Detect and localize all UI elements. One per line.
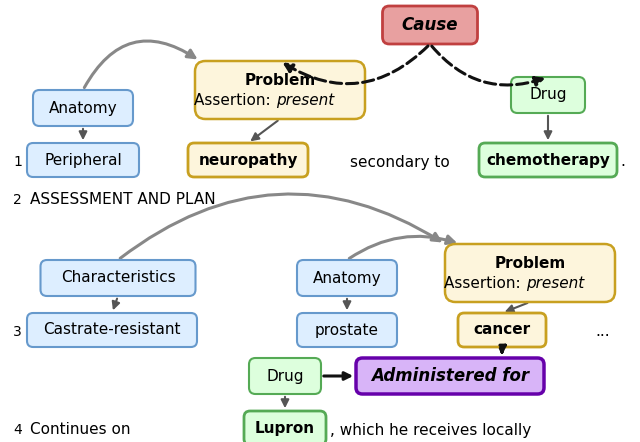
Text: Administered for: Administered for — [371, 367, 529, 385]
Text: Assertion:: Assertion: — [195, 93, 276, 108]
FancyBboxPatch shape — [383, 6, 477, 44]
FancyBboxPatch shape — [27, 313, 197, 347]
FancyBboxPatch shape — [40, 260, 195, 296]
FancyBboxPatch shape — [479, 143, 617, 177]
FancyBboxPatch shape — [27, 143, 139, 177]
Text: .: . — [620, 155, 625, 169]
FancyBboxPatch shape — [195, 61, 365, 119]
Text: Anatomy: Anatomy — [313, 271, 381, 286]
Text: Problem: Problem — [244, 73, 316, 88]
Text: Assertion:: Assertion: — [445, 276, 526, 291]
Text: neuropathy: neuropathy — [198, 152, 298, 168]
Text: Cause: Cause — [402, 16, 458, 34]
Text: Peripheral: Peripheral — [44, 152, 122, 168]
FancyBboxPatch shape — [445, 244, 615, 302]
Text: ...: ... — [595, 324, 610, 339]
FancyBboxPatch shape — [458, 313, 546, 347]
FancyBboxPatch shape — [188, 143, 308, 177]
FancyBboxPatch shape — [244, 411, 326, 442]
Text: Characteristics: Characteristics — [61, 271, 175, 286]
Text: Continues on: Continues on — [30, 423, 131, 438]
Text: Lupron: Lupron — [255, 420, 315, 435]
Text: 4: 4 — [13, 423, 22, 437]
FancyBboxPatch shape — [33, 90, 133, 126]
Text: , which he receives locally: , which he receives locally — [330, 423, 531, 438]
FancyBboxPatch shape — [356, 358, 544, 394]
FancyBboxPatch shape — [511, 77, 585, 113]
Text: 1: 1 — [13, 155, 22, 169]
FancyBboxPatch shape — [249, 358, 321, 394]
Text: 2: 2 — [13, 193, 22, 207]
Text: present: present — [276, 93, 334, 108]
Text: present: present — [526, 276, 584, 291]
Text: Drug: Drug — [529, 88, 567, 103]
Text: ASSESSMENT AND PLAN: ASSESSMENT AND PLAN — [30, 193, 216, 207]
FancyBboxPatch shape — [297, 260, 397, 296]
Text: chemotherapy: chemotherapy — [486, 152, 610, 168]
Text: cancer: cancer — [474, 323, 531, 338]
Text: 3: 3 — [13, 325, 22, 339]
Text: Problem: Problem — [494, 256, 566, 271]
Text: Castrate-resistant: Castrate-resistant — [44, 323, 180, 338]
Text: prostate: prostate — [315, 323, 379, 338]
Text: secondary to: secondary to — [350, 155, 450, 169]
FancyBboxPatch shape — [297, 313, 397, 347]
Text: Anatomy: Anatomy — [49, 100, 117, 115]
Text: Drug: Drug — [266, 369, 304, 384]
